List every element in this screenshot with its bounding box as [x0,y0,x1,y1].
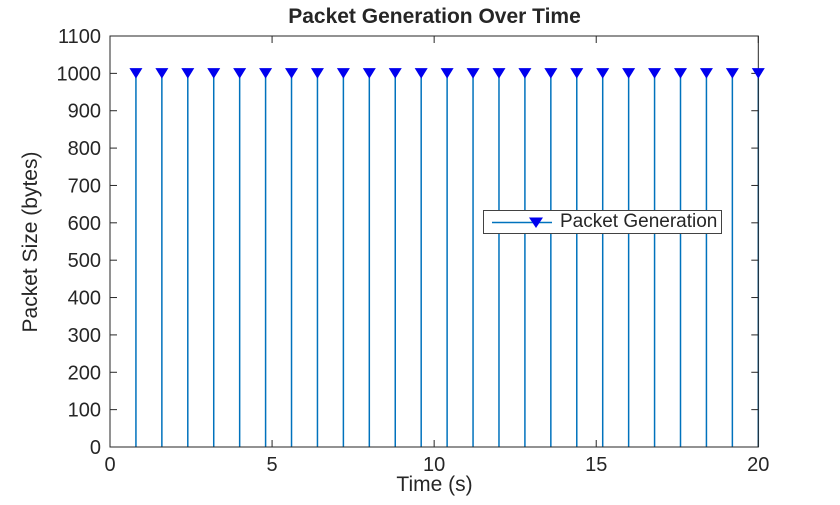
stem-marker-triangle-icon [336,68,350,79]
legend-marker-triangle-icon [529,217,543,228]
stem-marker-triangle-icon [310,68,324,79]
x-tick-label: 10 [423,454,445,476]
y-tick-label: 700 [68,175,101,197]
stem-marker-triangle-icon [259,68,273,79]
stem-marker-triangle-icon [751,68,765,79]
axes-frame [109,35,759,448]
stem-marker-triangle-icon [285,68,299,79]
stem-marker-triangle-icon [233,68,247,79]
stem-marker-triangle-icon [725,68,739,79]
stem-marker-triangle-icon [414,68,428,79]
stem-marker-triangle-icon [570,68,584,79]
stem-marker-triangle-icon [181,68,195,79]
y-tick-label: 300 [68,325,101,347]
stem-marker-triangle-icon [622,68,636,79]
y-tick-label: 400 [68,288,101,310]
stem-marker-triangle-icon [492,68,506,79]
y-tick-label: 900 [68,101,101,123]
stem-marker-triangle-icon [440,68,454,79]
stem-marker-triangle-icon [362,68,376,79]
x-tick-label: 15 [585,454,607,476]
legend-stem-icon [492,217,552,228]
stem-marker-triangle-icon [544,68,558,79]
y-tick-label: 1000 [57,63,102,85]
x-tick-label: 0 [104,454,115,476]
x-tick-label: 5 [267,454,278,476]
y-tick-label: 500 [68,250,101,272]
y-tick-label: 600 [68,213,101,235]
stem-marker-triangle-icon [699,68,713,79]
y-tick-label: 200 [68,362,101,384]
legend-label: Packet Generation [560,211,718,232]
stem-marker-triangle-icon [388,68,402,79]
x-tick-label: 20 [747,454,769,476]
stem-marker-triangle-icon [596,68,610,79]
y-tick-label: 1100 [58,26,101,48]
y-tick-label: 0 [90,437,101,459]
stem-marker-triangle-icon [129,68,143,79]
stem-marker-triangle-icon [518,68,532,79]
stem-marker-triangle-icon [648,68,662,79]
x-axis-label: Time (s) [396,473,473,496]
stem-marker-triangle-icon [155,68,169,79]
stem-marker-triangle-icon [466,68,480,79]
stem-marker-triangle-icon [207,68,221,79]
legend: Packet Generation [483,210,722,234]
stem-marker-triangle-icon [674,68,688,79]
y-tick-label: 800 [68,138,101,160]
y-tick-label: 100 [68,400,101,422]
chart-title: Packet Generation Over Time [288,5,581,28]
